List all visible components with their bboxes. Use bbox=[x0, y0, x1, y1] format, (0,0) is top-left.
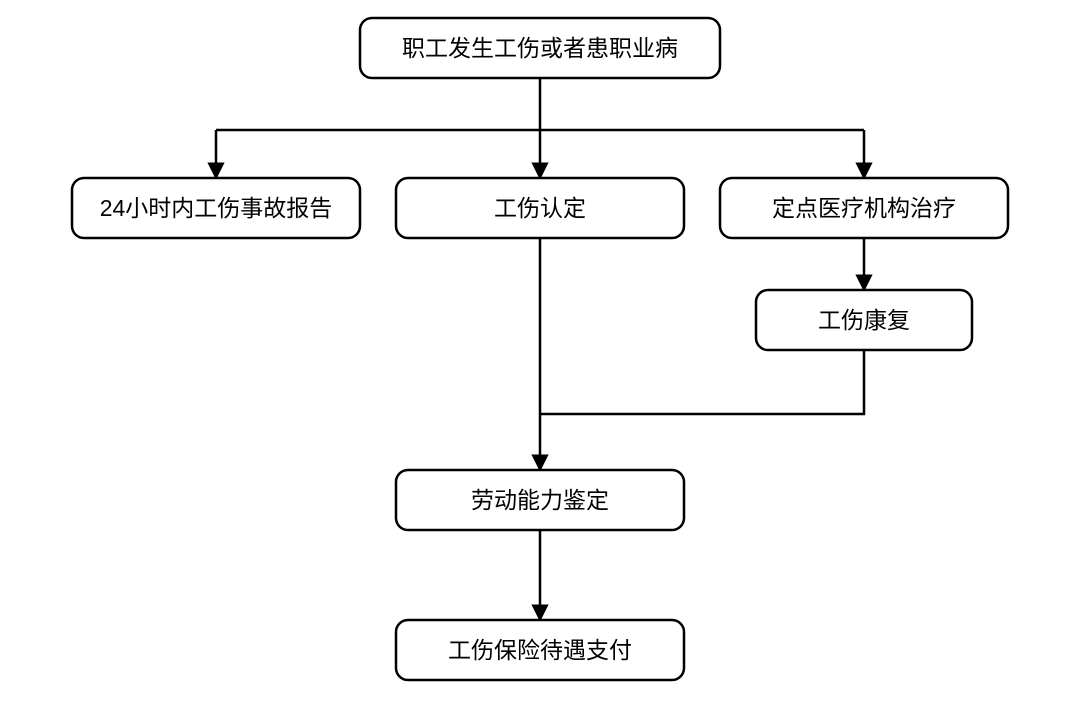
node-label: 24小时内工伤事故报告 bbox=[100, 195, 333, 221]
node-label: 工伤保险待遇支付 bbox=[448, 637, 632, 663]
node-label: 劳动能力鉴定 bbox=[471, 487, 609, 513]
node-label: 定点医疗机构治疗 bbox=[772, 195, 956, 221]
flow-node-n2: 24小时内工伤事故报告 bbox=[72, 178, 360, 238]
flow-node-n3: 工伤认定 bbox=[396, 178, 684, 238]
node-label: 职工发生工伤或者患职业病 bbox=[402, 35, 678, 61]
edge bbox=[540, 350, 864, 414]
flow-node-n6: 劳动能力鉴定 bbox=[396, 470, 684, 530]
flow-node-n4: 定点医疗机构治疗 bbox=[720, 178, 1008, 238]
node-label: 工伤认定 bbox=[494, 195, 586, 221]
flowchart-canvas: 职工发生工伤或者患职业病 24小时内工伤事故报告 工伤认定 定点医疗机构治疗工伤康复劳… bbox=[0, 0, 1080, 717]
node-label: 工伤康复 bbox=[818, 307, 910, 333]
flow-node-n5: 工伤康复 bbox=[756, 290, 972, 350]
flow-node-n7: 工伤保险待遇支付 bbox=[396, 620, 684, 680]
flow-node-n1: 职工发生工伤或者患职业病 bbox=[360, 18, 720, 78]
